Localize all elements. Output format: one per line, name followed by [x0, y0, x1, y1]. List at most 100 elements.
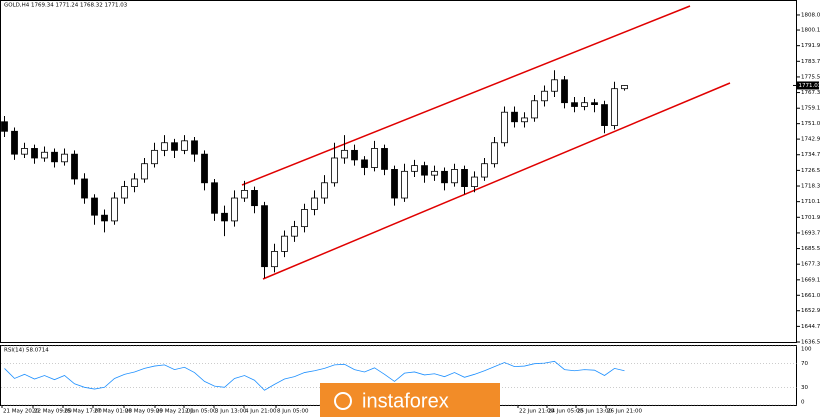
rsi-tick-label: 30: [801, 385, 808, 391]
x-tick-label: 2 Jun 05:00: [185, 409, 217, 415]
candle-body: [121, 186, 128, 199]
candle-body: [471, 176, 478, 187]
y-tick-label: 1685.50: [801, 246, 820, 252]
candle-body: [311, 197, 318, 210]
candle-body: [141, 163, 148, 180]
y-tick-label: 1718.30: [801, 184, 820, 190]
current-price-box: [797, 81, 819, 90]
candle-body: [301, 209, 308, 228]
x-tick-label: 26 Jun 21:00: [607, 409, 642, 415]
y-tick-label: 1800.10: [801, 28, 820, 34]
candle-body: [481, 163, 488, 178]
candle-body: [171, 142, 178, 151]
candle-body: [421, 165, 428, 176]
candle-body: [191, 140, 198, 155]
candle-body: [201, 153, 208, 184]
candle-body: [461, 169, 468, 187]
x-tick-label: 29 May 21:00: [156, 409, 194, 415]
watermark: instaforex: [320, 383, 500, 417]
candle-body: [61, 153, 68, 163]
x-tick-label: 21 May 2020: [3, 409, 39, 415]
y-tick-label: 1644.70: [801, 324, 820, 330]
candle-body: [111, 197, 118, 222]
x-tick-label: 4 Jun 21:00: [245, 409, 277, 415]
current-price-label: 1771.03: [799, 83, 820, 89]
x-tick-label: 8 Jun 05:00: [277, 409, 309, 415]
candle-body: [361, 159, 368, 168]
indicator-title: RSI(14) 58.0714: [4, 348, 49, 354]
y-tick-label: 1775.50: [801, 74, 820, 80]
candle-body: [601, 104, 608, 126]
candle-body: [411, 165, 418, 172]
x-tick-label: 24 Jun 05:00: [548, 409, 583, 415]
candle-body: [391, 169, 398, 199]
y-tick-label: 1726.50: [801, 168, 820, 174]
candle-body: [371, 148, 378, 168]
y-tick-label: 1661.00: [801, 293, 820, 299]
candle-body: [401, 170, 408, 199]
candle-body: [341, 149, 348, 159]
x-tick-label: 25 May 17:00: [64, 409, 102, 415]
candle-body: [611, 88, 618, 126]
candle-body: [541, 90, 548, 102]
y-tick-label: 1791.90: [801, 43, 820, 49]
candle-body: [331, 157, 338, 184]
candle-body: [1, 121, 8, 132]
x-tick-label: 22 May 09:00: [34, 409, 72, 415]
y-tick-label: 1742.90: [801, 137, 820, 143]
rsi-line: [4, 360, 625, 391]
candle-body: [151, 149, 158, 165]
candle-body: [511, 111, 518, 123]
y-tick-label: 1677.30: [801, 262, 820, 268]
rsi-tick-label: 70: [801, 361, 808, 367]
rsi-tick-label: 0: [801, 400, 805, 406]
candle-body: [261, 205, 268, 268]
candle-body: [581, 102, 588, 107]
y-tick-label: 1669.10: [801, 277, 820, 283]
candle-body: [231, 197, 238, 222]
y-tick-label: 1636.50: [801, 340, 820, 346]
watermark-text: instaforex: [362, 390, 449, 412]
y-tick-label: 1693.70: [801, 230, 820, 236]
candle-body: [251, 190, 258, 207]
channel-lower: [262, 82, 731, 280]
watermark-logo: [334, 392, 352, 410]
candle-body: [451, 169, 458, 184]
candle-body: [571, 102, 578, 107]
candle-body: [521, 117, 528, 123]
y-tick-label: 1759.10: [801, 106, 820, 112]
candle-body: [81, 178, 88, 199]
rsi-tick-label: 100: [801, 347, 812, 353]
candle-body: [281, 235, 288, 252]
candle-body: [31, 148, 38, 159]
y-tick-label: 1652.90: [801, 308, 820, 314]
x-tick-label: 25 Jun 13:00: [577, 409, 612, 415]
candle-body: [531, 100, 538, 119]
candle-body: [491, 142, 498, 165]
candle-body: [441, 170, 448, 184]
candle-body: [181, 140, 188, 151]
candle-body: [11, 130, 18, 155]
candle-body: [291, 226, 298, 237]
y-tick-label: 1767.30: [801, 90, 820, 96]
x-tick-label: 28 May 09:00: [125, 409, 163, 415]
channel-upper: [241, 5, 691, 186]
candle-body: [21, 148, 28, 155]
candle-body: [91, 197, 98, 216]
candle-body: [161, 142, 168, 151]
candle-body: [211, 182, 218, 214]
candle-body: [101, 214, 108, 222]
candle-body: [321, 182, 328, 199]
x-tick-label: 22 Jun 21:00: [519, 409, 554, 415]
candle-body: [271, 251, 278, 268]
candle-body: [621, 85, 628, 90]
x-tick-label: 3 Jun 13:00: [215, 409, 247, 415]
candle-body: [241, 190, 248, 199]
candle-body: [551, 79, 558, 92]
candle-body: [51, 151, 58, 163]
y-tick-label: 1710.10: [801, 199, 820, 205]
candle-body: [591, 102, 598, 105]
candle-body: [381, 148, 388, 170]
